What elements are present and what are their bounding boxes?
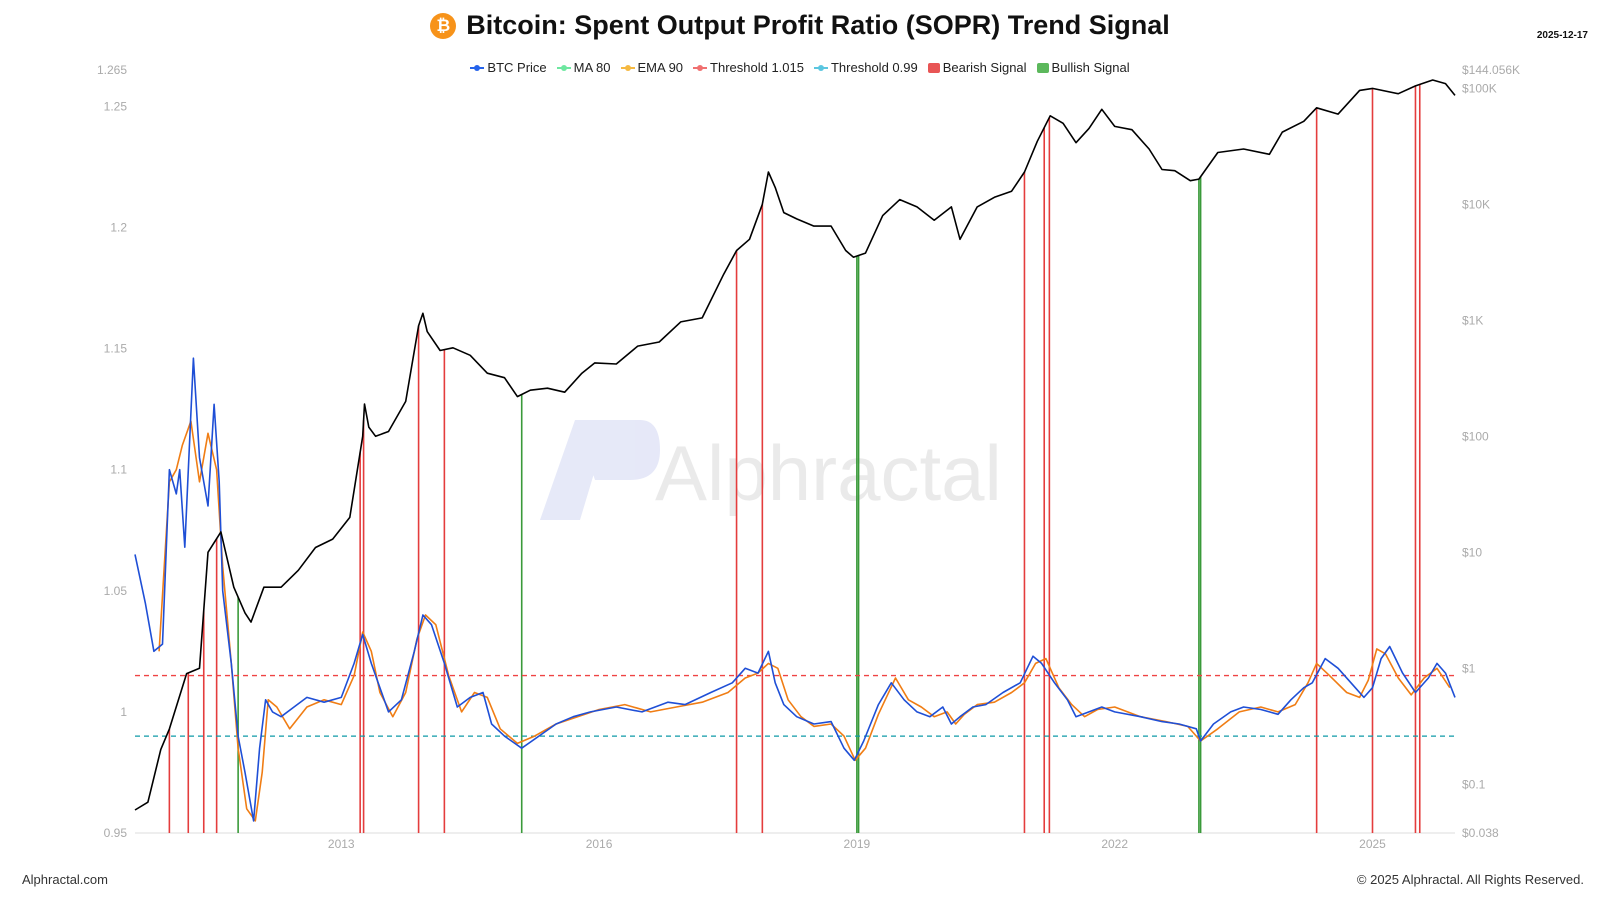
- ema90-line: [158, 420, 1451, 822]
- y-right-tick-label: $0.1: [1462, 777, 1486, 791]
- x-tick-label: 2016: [586, 837, 613, 851]
- y-left-tick-label: 1.265: [97, 63, 127, 77]
- footer-site: Alphractal.com: [22, 872, 108, 887]
- y-left-tick-label: 1.2: [110, 220, 127, 234]
- legend-item[interactable]: EMA 90: [620, 60, 684, 75]
- legend-item[interactable]: Bullish Signal: [1036, 60, 1130, 75]
- y-right-tick-label: $144.056K: [1462, 63, 1520, 77]
- y-left-tick-label: 1.1: [110, 463, 127, 477]
- y-left-tick-label: 0.95: [104, 826, 128, 840]
- legend-item[interactable]: MA 80: [556, 60, 611, 75]
- legend-label: BTC Price: [487, 60, 547, 75]
- x-tick-label: 2022: [1101, 837, 1128, 851]
- y-right-tick-label: $100: [1462, 429, 1489, 443]
- y-left-tick-label: 1.15: [104, 342, 128, 356]
- title-bar: ₿ Bitcoin: Spent Output Profit Ratio (SO…: [0, 10, 1600, 41]
- legend-swatch: [1036, 62, 1049, 73]
- ma80-line: [134, 357, 1456, 822]
- legend-label: Threshold 0.99: [830, 60, 918, 75]
- legend-item[interactable]: Threshold 1.015: [693, 60, 804, 75]
- legend-swatch: [620, 64, 635, 71]
- legend-swatch: [556, 64, 571, 71]
- legend-item[interactable]: BTC Price: [470, 60, 547, 75]
- watermark-logo-icon: [540, 420, 660, 520]
- x-tick-label: 2013: [328, 837, 355, 851]
- x-tick-label: 2025: [1359, 837, 1386, 851]
- legend-swatch: [470, 64, 485, 71]
- watermark-text: Alphractal: [655, 429, 1002, 517]
- legend-swatch: [813, 64, 828, 71]
- y-left-tick-label: 1: [120, 705, 127, 719]
- y-right-tick-label: $0.038: [1462, 826, 1499, 840]
- y-right-tick-label: $10K: [1462, 197, 1490, 211]
- watermark: Alphractal: [540, 420, 1002, 520]
- legend-label: Threshold 1.015: [710, 60, 804, 75]
- x-tick-label: 2019: [844, 837, 871, 851]
- date-label: 2025-12-17: [1536, 30, 1588, 41]
- y-right-tick-label: $10: [1462, 545, 1482, 559]
- legend-label: MA 80: [573, 60, 611, 75]
- legend-swatch: [927, 62, 940, 73]
- legend-label: EMA 90: [637, 60, 684, 75]
- legend-item[interactable]: Threshold 0.99: [813, 60, 918, 75]
- legend-label: Bearish Signal: [942, 60, 1027, 75]
- legend: BTC Price MA 80 EMA 90 Threshold 1.015 Thres…: [0, 60, 1600, 75]
- bitcoin-logo-icon: ₿: [430, 12, 457, 39]
- y-left-tick-label: 1.25: [104, 99, 128, 113]
- y-left-tick-label: 1.05: [104, 584, 128, 598]
- y-right-tick-label: $1K: [1462, 313, 1483, 327]
- y-right-tick-label: $100K: [1462, 81, 1497, 95]
- footer-copyright: © 2025 Alphractal. All Rights Reserved.: [1356, 872, 1584, 887]
- legend-label: Bullish Signal: [1051, 60, 1130, 75]
- btc-price-line: [134, 79, 1456, 811]
- chart-title: Bitcoin: Spent Output Profit Ratio (SOPR…: [466, 10, 1170, 40]
- legend-item[interactable]: Bearish Signal: [927, 60, 1027, 75]
- legend-swatch: [693, 64, 708, 71]
- y-right-tick-label: $1: [1462, 661, 1476, 675]
